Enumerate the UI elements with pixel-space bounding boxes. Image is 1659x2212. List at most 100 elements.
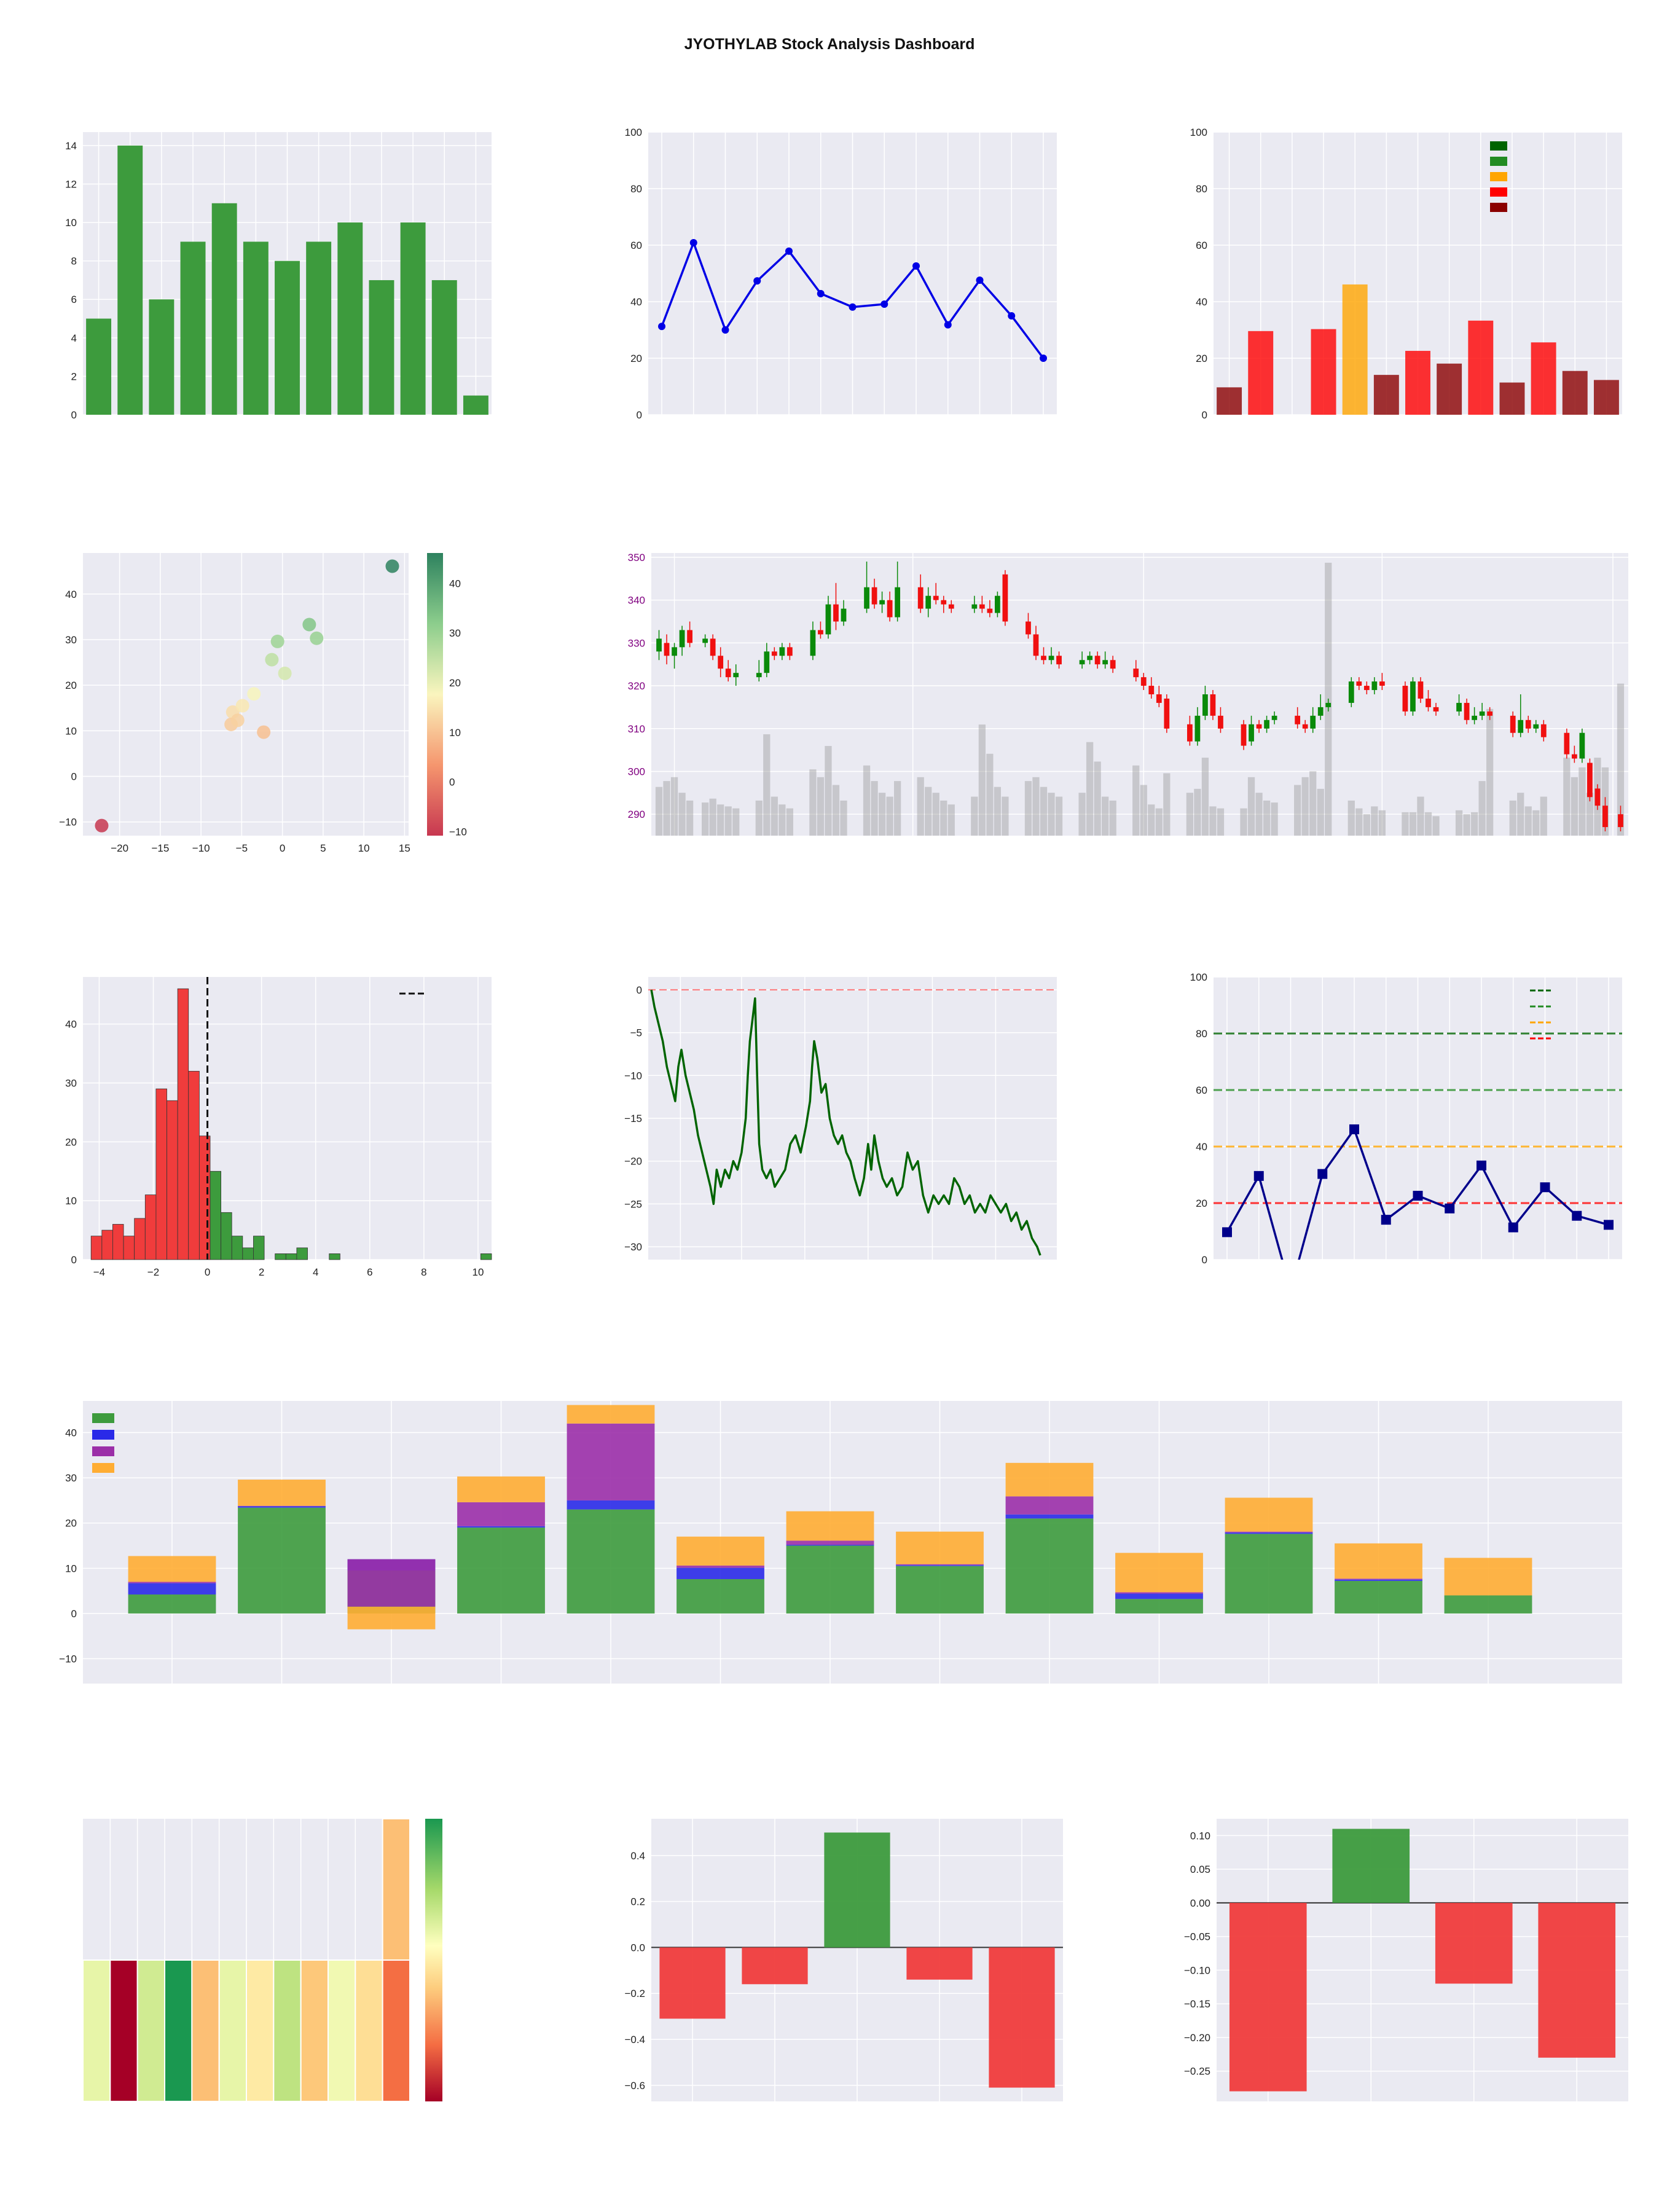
stacked-bar-segment xyxy=(1335,1543,1422,1579)
candle-body xyxy=(1464,702,1470,720)
candle-body xyxy=(664,643,670,656)
stacked-bar-segment xyxy=(677,1536,764,1566)
candle-body xyxy=(1426,698,1431,707)
bar xyxy=(1531,342,1556,415)
data-point xyxy=(976,276,984,284)
data-point xyxy=(753,277,761,285)
momentum-scores-chart: 0 20 40 60 80 100 xyxy=(1190,127,1622,421)
scatter-point xyxy=(235,699,249,713)
data-point xyxy=(1540,1182,1550,1193)
stacked-bar-segment xyxy=(1005,1518,1094,1614)
data-point xyxy=(1381,1215,1391,1225)
y-tick-label: 290 xyxy=(628,809,645,820)
candle-body xyxy=(672,647,677,656)
candle-body xyxy=(1533,724,1539,729)
volume-bar xyxy=(1109,800,1116,836)
data-point xyxy=(1445,1203,1455,1214)
day-of-week-chart: 0.4 0.2 0.0 −0.2 −0.4 −0.6 xyxy=(624,1819,1063,2101)
candle-body xyxy=(1618,814,1623,828)
candle-body xyxy=(1079,660,1085,665)
data-point xyxy=(1508,1222,1518,1233)
volume-bar xyxy=(1371,806,1378,836)
x-tick-label: 10 xyxy=(358,842,370,854)
candle-body xyxy=(833,604,839,622)
heatmap-cell xyxy=(300,1959,329,2102)
y-tick-label: 40 xyxy=(1196,296,1207,308)
y-tick-label: 80 xyxy=(630,183,642,195)
legend-swatch xyxy=(1490,157,1507,166)
candle-body xyxy=(1525,720,1531,729)
legend-swatch xyxy=(1490,203,1507,212)
candle-body xyxy=(1241,724,1247,746)
bar xyxy=(1538,1902,1616,2058)
stacked-bar-segment xyxy=(786,1511,874,1541)
y-tick-label: 300 xyxy=(628,766,645,777)
candle-body xyxy=(756,673,762,678)
histogram-bar xyxy=(480,1253,492,1260)
candle-body xyxy=(987,608,993,613)
colorbar xyxy=(425,1819,442,2101)
candle-body xyxy=(948,604,954,609)
colorbar-tick-label: 30 xyxy=(449,627,461,639)
volume-bar xyxy=(1478,781,1486,836)
y-tick-label: 100 xyxy=(1190,127,1207,138)
volume-bar xyxy=(1140,785,1147,836)
scatter-point xyxy=(278,666,292,680)
volume-bar xyxy=(1378,810,1386,836)
stacked-bar-segment xyxy=(896,1565,984,1566)
quarterly-returns-chart: 0.10 0.05 0.00 −0.05 −0.10 −0.15 −0.20 −0.25 xyxy=(1184,1819,1628,2101)
y-tick-label: 0.00 xyxy=(1190,1897,1210,1909)
candle-body xyxy=(1540,724,1547,737)
volume-bar xyxy=(832,785,840,836)
y-tick-label: 40 xyxy=(65,589,77,600)
bar xyxy=(1437,363,1462,415)
volume-bar xyxy=(1055,796,1063,836)
candle-body xyxy=(1002,574,1008,622)
candle-body xyxy=(1186,724,1193,742)
y-tick-label: −15 xyxy=(624,1113,642,1124)
y-tick-label: 0.05 xyxy=(1190,1864,1210,1875)
data-point xyxy=(721,326,729,334)
heatmap-cell xyxy=(164,1959,193,2102)
heatmap-cell xyxy=(191,1959,220,2102)
stacked-bar-segment xyxy=(567,1423,655,1500)
volume-bar xyxy=(825,746,832,836)
volume-bar xyxy=(940,800,947,836)
volume-bar xyxy=(755,800,763,836)
candle-body xyxy=(779,647,785,656)
histogram-bar xyxy=(242,1247,254,1260)
stacked-bar-segment xyxy=(896,1564,984,1566)
candle-body xyxy=(1564,732,1570,755)
y-tick-label: −0.20 xyxy=(1184,2032,1210,2044)
volume-bar xyxy=(1094,761,1101,836)
bar xyxy=(180,241,206,415)
bar xyxy=(1217,387,1242,415)
candle-body xyxy=(710,638,716,656)
volume-bar xyxy=(686,800,694,836)
y-tick-label: 6 xyxy=(71,294,77,305)
heatmap-cell xyxy=(355,1959,383,2102)
histogram-bar xyxy=(112,1224,124,1260)
volume-bar xyxy=(863,765,871,836)
volume-bar xyxy=(1217,808,1225,836)
data-point xyxy=(1477,1160,1486,1171)
candle-body xyxy=(718,656,724,669)
y-tick-label: −0.10 xyxy=(1184,1964,1210,1976)
y-tick-label: 100 xyxy=(1190,971,1207,983)
candle-body xyxy=(1402,686,1408,712)
volume-bar xyxy=(1455,810,1463,836)
x-tick-label: −5 xyxy=(236,842,248,854)
volume-bar xyxy=(978,724,986,836)
stacked-bar-segment xyxy=(1225,1534,1313,1614)
volume-bar xyxy=(1247,777,1255,836)
y-tick-label: 80 xyxy=(1196,183,1207,195)
y-tick-label: −25 xyxy=(624,1198,642,1210)
candle-body xyxy=(841,608,847,622)
y-tick-label: 20 xyxy=(1196,353,1207,364)
volume-bar xyxy=(1155,808,1163,836)
volume-bar xyxy=(1509,800,1516,836)
candle-body xyxy=(1033,634,1039,656)
bar xyxy=(463,395,488,415)
volume-bar xyxy=(1470,812,1478,836)
candle-body xyxy=(1102,660,1108,665)
